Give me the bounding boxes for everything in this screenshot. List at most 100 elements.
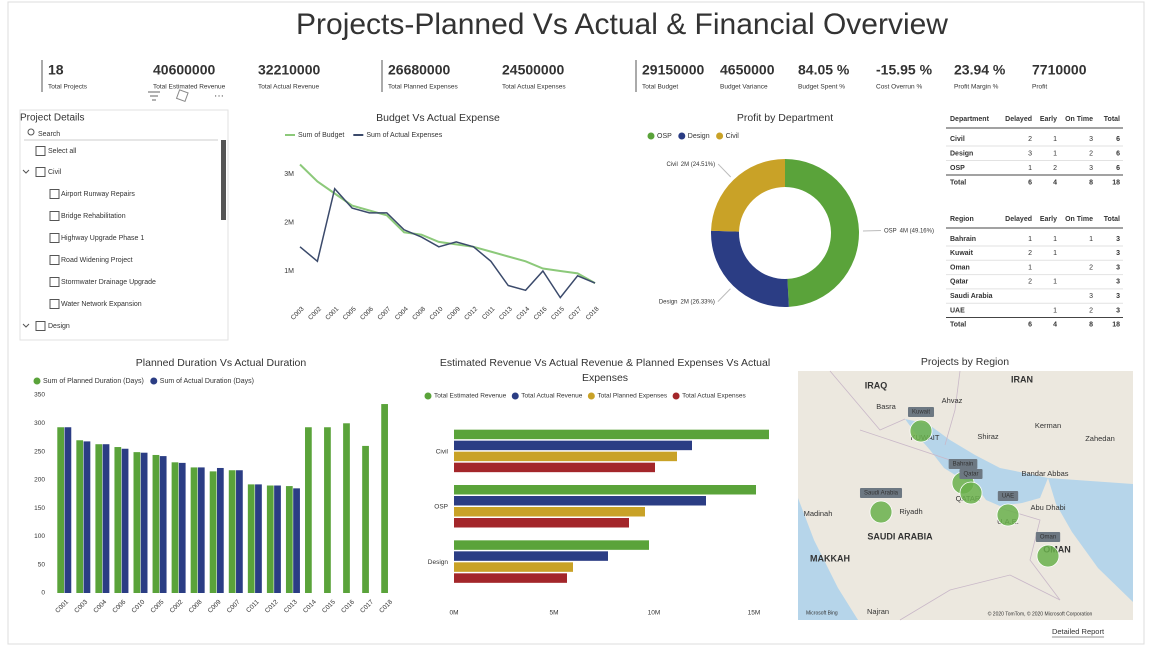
bar (159, 456, 167, 593)
kpi-label: Total Estimated Revenue (153, 84, 226, 91)
table-cell: Total (950, 322, 966, 329)
bar (454, 573, 567, 583)
legend-swatch (511, 392, 519, 400)
table-cell: 2 (1028, 279, 1032, 286)
category-label: Civil (666, 162, 677, 168)
bar (76, 440, 84, 593)
callout-box (1035, 532, 1061, 542)
line-series (299, 163, 596, 284)
checkbox[interactable] (49, 299, 60, 309)
map-callout: Oman (1035, 532, 1061, 542)
map-borders (829, 370, 1061, 601)
checkbox[interactable] (49, 211, 60, 221)
checkbox[interactable] (49, 233, 60, 243)
legend-label: Total Actual Revenue (521, 393, 582, 400)
y-tick-label: 350 (34, 392, 45, 399)
bar (121, 448, 129, 593)
checkbox[interactable] (35, 321, 46, 331)
map-place: IRAQ (865, 380, 888, 390)
checkbox[interactable] (49, 277, 60, 287)
callout-box (948, 459, 978, 469)
callout-box (859, 488, 903, 498)
bar (95, 444, 103, 593)
table-cell: 4 (1053, 179, 1057, 186)
filter-icon[interactable] (148, 91, 160, 101)
kpi-label: Total Actual Revenue (258, 84, 319, 91)
bar (454, 540, 649, 550)
bar (178, 462, 186, 593)
bar (114, 447, 122, 593)
table-cell: 2 (1089, 150, 1093, 157)
value-label: 4M (49.16%) (900, 228, 934, 234)
slicer-item: Road Widening Project (61, 257, 133, 264)
search-box[interactable]: Search (38, 131, 60, 138)
checkbox[interactable] (35, 146, 46, 156)
bar (324, 427, 331, 593)
bar (285, 486, 293, 593)
table-cell: Civil (950, 136, 965, 143)
table-cell: 3 (1116, 293, 1120, 300)
map-bubble[interactable] (869, 500, 893, 524)
table-cell: Design (950, 150, 973, 157)
expand-icon[interactable] (22, 169, 30, 174)
expand-icon[interactable] (22, 323, 30, 328)
table-cell: 3 (1089, 136, 1093, 143)
chart-title: Profit by Department (737, 112, 833, 124)
kpi-value: 40600000 (153, 62, 216, 78)
legend-label: Design (688, 133, 710, 140)
y-tick-label: 2M (284, 219, 294, 226)
y-tick-label: 50 (38, 561, 46, 568)
kpi-value: 24500000 (502, 62, 565, 78)
column-header: Early (1040, 116, 1057, 123)
column-header: Region (950, 216, 974, 223)
callout-label: Qatar (963, 472, 978, 478)
bar (102, 444, 110, 593)
scrollbar[interactable] (221, 140, 226, 220)
table-cell: 1 (1028, 236, 1032, 243)
y-tick-label: 100 (34, 533, 45, 540)
checkbox[interactable] (35, 167, 46, 177)
table-cell: 1 (1053, 150, 1057, 157)
more-icon[interactable]: ··· (214, 91, 224, 102)
kpi-label: Profit Margin % (954, 84, 999, 91)
map-bubble[interactable] (996, 503, 1020, 527)
slicer-item: Bridge Rehabilitation (61, 213, 126, 220)
table-cell: 3 (1089, 293, 1093, 300)
legend-swatch (587, 392, 595, 400)
bar (152, 454, 160, 593)
checkbox[interactable] (49, 189, 60, 199)
x-tick-label: 5M (549, 610, 558, 617)
map-bubble[interactable] (909, 419, 933, 443)
table-cell: OSP (950, 165, 965, 172)
table-cell: 1 (1053, 307, 1057, 314)
table-cell: Saudi Arabia (950, 293, 993, 300)
map-borders (899, 574, 1061, 621)
bar (197, 467, 205, 593)
y-tick-label: OSP (434, 504, 448, 511)
data-label: Civil 2M (24.51%) (666, 162, 715, 168)
kpi-value: 84.05 % (798, 62, 850, 78)
map-bubble[interactable] (1036, 544, 1060, 568)
toolbar[interactable]: ··· (148, 89, 224, 103)
table-cell: 2 (1053, 165, 1057, 172)
legend-label: Sum of Budget (298, 132, 344, 139)
search-icon (27, 128, 35, 136)
report-link[interactable]: Detailed Report (1052, 627, 1105, 636)
slicer-group: Civil (48, 169, 62, 176)
map-credits: © 2020 TomTom, © 2020 Microsoft Corporat… (988, 610, 1093, 617)
map-callout: UAE (997, 491, 1019, 501)
checkbox[interactable] (49, 255, 60, 265)
bar (454, 462, 655, 473)
map-bubble[interactable] (959, 481, 983, 505)
page-title: Projects-Planned Vs Actual & Financial O… (296, 8, 948, 41)
kpi-value: 18 (48, 62, 64, 78)
table-cell: Oman (950, 264, 970, 271)
bar (343, 423, 350, 593)
map-title: Projects by Region (921, 356, 1009, 368)
map-sea (1048, 478, 1133, 602)
eraser-icon[interactable] (175, 89, 189, 103)
bar (216, 467, 224, 593)
callout-label: UAE (1002, 494, 1014, 500)
table-cell: 3 (1116, 236, 1120, 243)
